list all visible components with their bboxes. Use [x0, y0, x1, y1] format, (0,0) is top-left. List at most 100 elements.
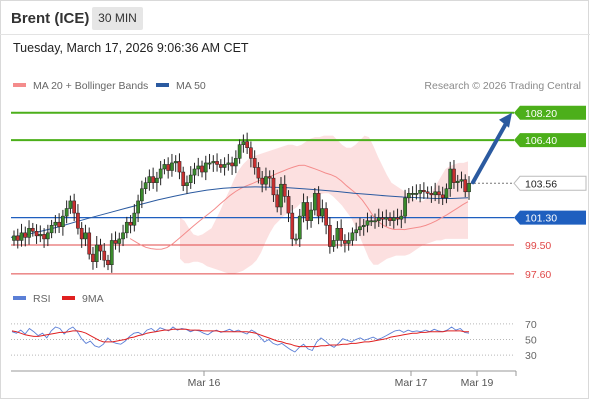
candle [264, 167, 268, 191]
candle-down [388, 217, 392, 221]
candle [373, 213, 377, 229]
candle [376, 208, 381, 227]
candle-down [181, 171, 186, 186]
header-divider [0, 34, 590, 35]
candle [162, 159, 167, 175]
legend-ma50-label: MA 50 [176, 80, 206, 92]
candle-down [316, 193, 321, 217]
candle-down [463, 179, 468, 193]
candle [155, 171, 159, 192]
level-tag-106.40: 106.40 [514, 133, 586, 148]
candle-down [339, 228, 343, 241]
moving-averages [10, 164, 469, 250]
timeframe-button[interactable]: 30 MIN [92, 7, 143, 30]
candle-up [49, 224, 54, 234]
candle-up [369, 220, 374, 223]
candle [200, 160, 204, 178]
candle [61, 209, 65, 236]
candlesticks [12, 132, 471, 273]
candle-up [121, 232, 125, 240]
candle-up [222, 164, 227, 168]
candle [324, 202, 328, 235]
candle [328, 217, 332, 254]
candle-down [98, 244, 103, 252]
forecast-arrow [471, 112, 512, 185]
candle-up [27, 228, 31, 238]
candle [87, 227, 92, 260]
candle [64, 200, 69, 224]
candle-up [185, 182, 189, 186]
candle-up [297, 215, 302, 240]
candle [320, 199, 325, 223]
candle-down [437, 191, 441, 196]
candle [218, 159, 223, 173]
legend-9ma-label: 9MA [82, 293, 104, 305]
candle-down [87, 232, 92, 255]
candle [309, 201, 313, 228]
candle [94, 236, 99, 268]
candle-up [170, 162, 174, 171]
level-label-99.50: 99.50 [525, 240, 551, 252]
level-tag-103.56: 103.56 [513, 175, 587, 191]
candle [38, 225, 43, 243]
candle [132, 204, 137, 232]
level-tag-text: 108.20 [525, 108, 557, 120]
candle [140, 180, 144, 209]
candle [444, 183, 449, 204]
candle [34, 224, 39, 244]
candle-up [279, 183, 283, 208]
level-tag-text: 103.56 [525, 178, 557, 190]
time-tick-label: Mar 17 [395, 377, 428, 389]
candle [98, 238, 103, 261]
candle [343, 234, 347, 253]
time-axis: Mar 16 Mar 17 Mar 19 [11, 370, 517, 389]
candle-down [328, 224, 332, 247]
candle [271, 170, 276, 202]
candle [406, 188, 411, 204]
candle-down [215, 161, 219, 165]
candle [109, 233, 114, 273]
candle-down [200, 165, 204, 173]
candle [136, 194, 140, 223]
candle [53, 215, 58, 234]
candle-up [140, 188, 144, 202]
candle [448, 161, 453, 197]
candle-up [83, 232, 88, 240]
candle-up [211, 161, 216, 164]
level-labels: 108.20 106.40 103.56 101.30 99.50 97.60 [513, 105, 587, 281]
candle [113, 231, 118, 250]
candle-up [410, 193, 415, 195]
candle-down [282, 183, 287, 197]
candle-up [365, 220, 370, 226]
candle [260, 170, 265, 193]
candle-up [459, 179, 464, 182]
candle [151, 167, 155, 189]
candle [429, 186, 434, 203]
candle [399, 209, 404, 229]
candle [354, 222, 359, 241]
copyright-note: Research © 2026 Trading Central [424, 80, 581, 92]
candle-down [425, 191, 430, 194]
candle-down [15, 235, 20, 241]
candle-up [19, 232, 24, 241]
candle-up [358, 226, 362, 231]
candle [249, 141, 253, 168]
candle-down [452, 168, 456, 183]
candle-down [91, 253, 95, 262]
candle-up [312, 193, 317, 211]
candle [234, 150, 238, 174]
candle [410, 186, 415, 202]
candle [192, 162, 197, 185]
candle-up [136, 200, 140, 214]
candle-up [294, 238, 298, 241]
candle-down [286, 196, 291, 214]
candle [45, 224, 50, 247]
rsi-swatch [13, 296, 26, 301]
instrument-title: Brent (ICE) [11, 10, 90, 27]
candle [42, 228, 46, 248]
candle-down [380, 217, 385, 220]
candle [425, 186, 430, 199]
candle-up [117, 238, 122, 244]
candle-down [395, 217, 400, 220]
candle-up [414, 193, 419, 195]
